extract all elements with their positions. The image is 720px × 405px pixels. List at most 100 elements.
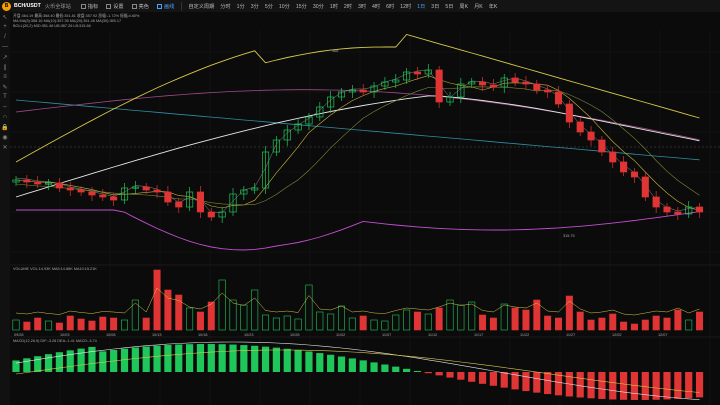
drawing-button[interactable]: 画线 — [153, 3, 178, 10]
macd-bar — [23, 358, 31, 372]
macd-bar — [489, 372, 497, 386]
horizontal-line-icon[interactable]: — — [2, 44, 8, 50]
lock-icon[interactable]: 🔒 — [1, 124, 9, 131]
volume-bar — [23, 321, 31, 331]
period-tab-10[interactable]: 4时 — [372, 3, 381, 10]
boll-upper-line — [15, 33, 700, 163]
exchange-label[interactable]: 火币全球站 — [44, 3, 71, 10]
candle-body — [620, 161, 628, 173]
period-tab-2[interactable]: 3分 — [250, 3, 259, 10]
macd-bar — [370, 362, 378, 372]
volume-bar — [142, 317, 150, 331]
macd-bar — [153, 345, 161, 372]
period-tab-16[interactable]: 周K — [459, 3, 469, 10]
macd-bar — [196, 344, 205, 372]
measure-icon[interactable]: ⇔ — [2, 104, 8, 110]
period-tab-8[interactable]: 2时 — [343, 3, 352, 10]
volume-bar — [522, 309, 530, 331]
candle-body — [674, 211, 682, 215]
crosshair-icon[interactable]: + — [3, 24, 7, 30]
volume-bar — [55, 322, 63, 331]
volume-bar — [218, 279, 226, 331]
kline-chart[interactable]: 开盘:364.19 最高:368.40 最低:351.81 收盘:357.92 … — [10, 12, 720, 405]
channel-icon[interactable]: ∥ — [3, 64, 7, 71]
theme-icon — [131, 3, 137, 9]
macd-bar — [468, 372, 476, 382]
eye-icon[interactable]: ◉ — [2, 134, 8, 141]
color-theme-button[interactable]: 亮色 — [128, 3, 153, 10]
candle-body — [695, 206, 704, 213]
candle-body — [337, 91, 346, 98]
date-label: 12/07 — [658, 333, 668, 337]
macd-bar — [261, 346, 270, 372]
candle-body — [251, 187, 259, 191]
candle-body — [348, 89, 356, 93]
volume-bar — [424, 313, 432, 331]
magnet-icon[interactable]: ∩ — [2, 114, 8, 120]
candle-body — [327, 96, 335, 108]
period-tab-1[interactable]: 1分 — [236, 3, 245, 10]
volume-bar — [175, 294, 183, 331]
indicator-button[interactable]: 指标 — [77, 3, 102, 10]
custom-period-button[interactable]: 自定义周期 — [188, 3, 215, 10]
volume-info: VOLUME VOL:14.93K MA5:14.86K MA10:15.21K — [13, 267, 97, 271]
volume-bar — [34, 317, 42, 331]
candle-body — [153, 189, 161, 193]
macd-bar — [457, 372, 465, 380]
volume-bar — [630, 323, 638, 331]
candle-body — [272, 139, 280, 153]
candle-body — [55, 182, 63, 189]
period-tab-3[interactable]: 5分 — [264, 3, 273, 10]
fibonacci-icon[interactable]: ≡ — [3, 74, 7, 80]
period-tab-13[interactable]: 1日 — [417, 3, 426, 10]
period-tab-5[interactable]: 15分 — [295, 3, 307, 10]
macd-bar — [522, 372, 530, 392]
macd-bar — [348, 358, 356, 372]
volume-bar — [413, 311, 421, 331]
volume-bar — [468, 301, 476, 331]
period-tab-4[interactable]: 10分 — [278, 3, 290, 10]
ohlc-info: 开盘:364.19 最高:368.40 最低:351.81 收盘:357.92 … — [13, 13, 140, 18]
volume-bar — [533, 299, 541, 331]
volume-bar — [77, 318, 85, 331]
candle-body — [435, 69, 443, 103]
period-tab-17[interactable]: 月K — [474, 3, 483, 10]
pen-icon — [156, 3, 162, 9]
period-tab-9[interactable]: 3时 — [357, 3, 367, 10]
candle-body — [99, 194, 107, 198]
period-tab-0[interactable]: 分时 — [220, 3, 231, 10]
period-tab-11[interactable]: 6时 — [386, 3, 395, 10]
candle-body — [479, 81, 487, 86]
macd-bar — [435, 372, 443, 376]
macd-bar — [674, 372, 682, 399]
candle-body — [587, 131, 595, 141]
period-tab-18[interactable]: 年K — [488, 3, 498, 10]
date-label: 12/02 — [612, 333, 622, 337]
date-label: 11/27 — [566, 333, 575, 337]
period-tab-6[interactable]: 30分 — [312, 3, 324, 10]
settings-button[interactable]: 设置 — [102, 3, 127, 10]
indicator-button-label: 指标 — [87, 3, 99, 10]
period-tab-14[interactable]: 3日 — [431, 3, 440, 10]
macd-bar — [44, 354, 53, 372]
symbol-label[interactable]: BCH/USDT — [14, 3, 41, 9]
volume-bar — [196, 311, 204, 331]
macd-bar — [652, 372, 660, 400]
period-tab-15[interactable]: 5日 — [445, 3, 454, 10]
ray-icon[interactable]: ↗ — [2, 54, 8, 61]
trash-icon[interactable]: ✕ — [2, 144, 8, 151]
macd-bar — [478, 372, 487, 384]
period-tab-7[interactable]: 1时 — [329, 3, 338, 10]
pen-icon[interactable]: ✎ — [2, 84, 8, 91]
candle-body — [186, 191, 194, 208]
period-tab-12[interactable]: 12时 — [400, 3, 412, 10]
date-label: 11/07 — [382, 333, 391, 337]
macd-bar — [609, 372, 617, 400]
cursor-icon[interactable]: ↖ — [2, 14, 8, 21]
macd-bar — [66, 350, 74, 372]
toolbar-divider — [181, 2, 183, 10]
volume-bar — [565, 295, 573, 331]
trend-line-icon[interactable]: / — [4, 34, 6, 40]
text-icon[interactable]: T — [3, 94, 7, 100]
date-label: 10/28 — [290, 333, 300, 337]
